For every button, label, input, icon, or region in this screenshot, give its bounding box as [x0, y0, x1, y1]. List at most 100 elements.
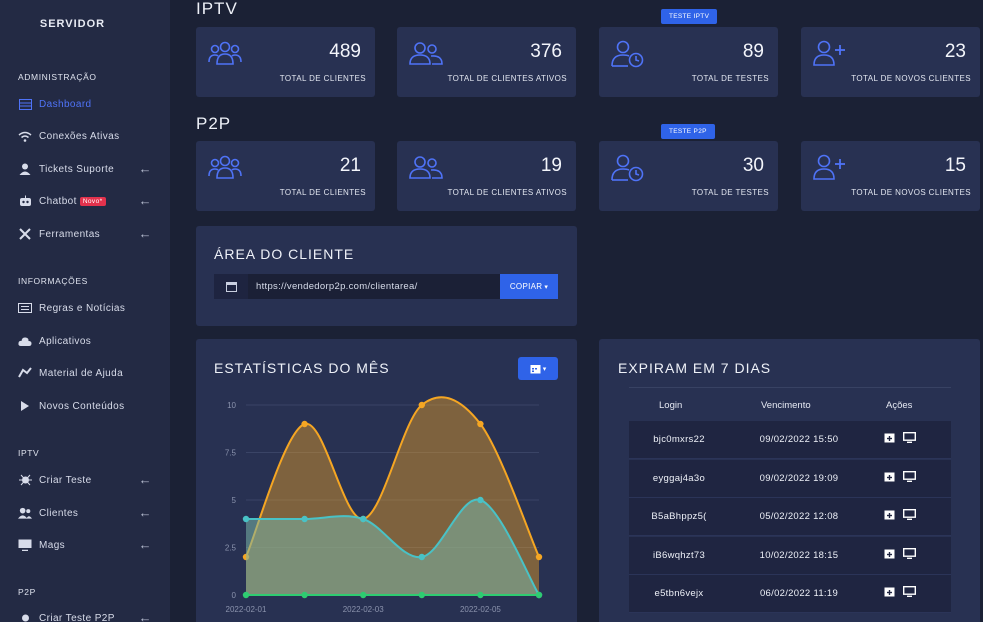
- data-point: [418, 591, 425, 599]
- sidebar-item-clientes[interactable]: Clientes ←: [18, 503, 158, 523]
- stat-label: TOTAL DE CLIENTES: [279, 74, 366, 83]
- y-tick-label: 7.5: [225, 449, 237, 458]
- copy-button-label: COPIAR: [509, 282, 543, 291]
- stat-label: TOTAL DE NOVOS CLIENTES: [851, 74, 971, 83]
- series-area: [246, 499, 539, 595]
- data-point: [360, 591, 367, 599]
- sidebar-item-conexoes[interactable]: Conexões Ativas: [18, 126, 158, 146]
- copy-button[interactable]: COPIAR ▾: [500, 274, 558, 299]
- y-tick-label: 0: [232, 591, 237, 600]
- data-point: [301, 515, 308, 523]
- iptv-stat-card: 376 TOTAL DE CLIENTES ATIVOS: [397, 27, 576, 97]
- calendar-plus-icon[interactable]: [884, 586, 895, 600]
- test-icon: [18, 611, 32, 622]
- data-point: [477, 496, 484, 504]
- login-cell[interactable]: bjc0mxrs22: [653, 434, 705, 445]
- table-row: eyggaj4a3o 09/02/2022 19:09: [629, 459, 951, 498]
- p2p-section-title: P2P: [196, 114, 232, 133]
- date-picker-button[interactable]: ▾: [518, 357, 558, 380]
- p2p-stat-card: 21 TOTAL DE CLIENTES: [196, 141, 375, 211]
- vencimento-cell: 06/02/2022 11:19: [759, 588, 839, 599]
- tools-icon: [18, 227, 32, 241]
- sidebar-item-novos[interactable]: Novos Conteúdos: [18, 396, 158, 416]
- cloud-download-icon: [18, 334, 32, 348]
- user-plus-icon: [813, 154, 847, 185]
- table-row: e5tbn6vejx 06/02/2022 11:19: [629, 575, 951, 613]
- monitor-icon[interactable]: [902, 470, 917, 485]
- vencimento-cell: 05/02/2022 12:08: [759, 511, 839, 522]
- client-area-panel: ÁREA DO CLIENTE https://vendedorp2p.com/…: [196, 226, 577, 326]
- arrow-left-icon: ←: [138, 505, 152, 520]
- monitor-icon[interactable]: [902, 431, 917, 446]
- monitor-icon[interactable]: [902, 547, 917, 562]
- section-admin-title: ADMINISTRAÇÃO: [18, 72, 97, 82]
- stat-label: TOTAL DE TESTES: [691, 188, 769, 197]
- row-actions: [884, 508, 917, 523]
- vencimento-cell: 09/02/2022 15:50: [759, 434, 839, 445]
- sidebar-item-label: Tickets Suporte: [39, 163, 115, 175]
- y-tick-label: 10: [227, 401, 236, 410]
- row-actions: [884, 547, 917, 562]
- iptv-stat-card: 89 TOTAL DE TESTES: [599, 27, 778, 97]
- table-header: Login Vencimento Ações: [629, 387, 951, 421]
- login-cell[interactable]: e5tbn6vejx: [654, 588, 704, 599]
- sidebar-item-material[interactable]: Material de Ajuda: [18, 363, 158, 383]
- y-tick-label: 5: [232, 496, 237, 505]
- table-row: bjc0mxrs22 09/02/2022 15:50: [629, 421, 951, 459]
- newspaper-icon: [18, 301, 32, 315]
- user-group-icon: [409, 154, 443, 185]
- sidebar-item-dashboard[interactable]: Dashboard: [18, 94, 158, 114]
- calendar-plus-icon[interactable]: [884, 471, 895, 485]
- stat-value: 21: [339, 155, 361, 176]
- sidebar-item-chatbot[interactable]: Chatbot Novo* ←: [18, 191, 158, 211]
- stat-label: TOTAL DE CLIENTES: [279, 188, 366, 197]
- sidebar-item-criar-teste[interactable]: Criar Teste ←: [18, 470, 158, 490]
- calendar-plus-icon[interactable]: [884, 509, 895, 523]
- sidebar-item-label: Aplicativos: [39, 335, 92, 347]
- data-point: [477, 420, 484, 428]
- row-actions: [884, 470, 917, 485]
- tv-icon: [18, 538, 32, 552]
- login-cell[interactable]: iB6wqhzt73: [652, 549, 706, 561]
- sidebar-item-ferramentas[interactable]: Ferramentas ←: [18, 224, 158, 244]
- p2p-stat-card: 15 TOTAL DE NOVOS CLIENTES: [801, 141, 980, 211]
- user-clock-icon: [611, 40, 645, 73]
- sidebar-item-criar-teste-p2p[interactable]: Criar Teste P2P ←: [18, 608, 158, 622]
- sidebar-item-aplicativos[interactable]: Aplicativos: [18, 331, 158, 351]
- sidebar-item-label: Mags: [39, 539, 66, 551]
- teste-p2p-button[interactable]: TESTE P2P: [661, 124, 715, 139]
- arrow-left-icon: ←: [138, 472, 152, 487]
- data-point: [242, 591, 250, 599]
- calendar-plus-icon[interactable]: [884, 432, 895, 446]
- p2p-stat-card: 30 TOTAL DE TESTES: [599, 141, 778, 211]
- sidebar-item-regras[interactable]: Regras e Notícias: [18, 298, 158, 318]
- brand-title: SERVIDOR: [39, 18, 106, 30]
- sidebar-item-tickets[interactable]: Tickets Suporte ←: [18, 159, 158, 179]
- login-cell[interactable]: B5aBhppz5(: [651, 511, 707, 522]
- login-cell[interactable]: eyggaj4a3o: [652, 472, 706, 484]
- stat-label: TOTAL DE TESTES: [691, 74, 769, 83]
- monitor-icon[interactable]: [902, 585, 917, 600]
- data-point: [535, 591, 543, 599]
- series-line: [245, 396, 540, 558]
- header-login: Login: [659, 400, 683, 411]
- vencimento-cell: 09/02/2022 19:09: [759, 472, 839, 484]
- stats-title: ESTATÍSTICAS DO MÊS: [214, 360, 390, 376]
- client-area-url-field[interactable]: https://vendedorp2p.com/clientarea/: [248, 274, 500, 299]
- users-icon: [208, 154, 242, 185]
- users-icon: [18, 506, 32, 520]
- monitor-icon[interactable]: [902, 508, 917, 523]
- header-acoes: Ações: [886, 400, 913, 411]
- user-group-icon: [409, 40, 443, 71]
- sidebar-item-label: Regras e Notícias: [39, 302, 126, 314]
- sidebar-item-label: Chatbot: [39, 195, 77, 207]
- section-info-title: INFORMAÇÕES: [18, 276, 88, 286]
- data-point: [360, 515, 367, 523]
- calendar-plus-icon[interactable]: [884, 548, 895, 562]
- sidebar-item-label: Dashboard: [39, 98, 92, 110]
- data-point: [242, 515, 250, 523]
- calendar-icon: [530, 364, 541, 373]
- data-point: [418, 401, 425, 409]
- sidebar-item-mags[interactable]: Mags ←: [18, 535, 158, 555]
- teste-iptv-button[interactable]: TESTE IPTV: [661, 9, 718, 24]
